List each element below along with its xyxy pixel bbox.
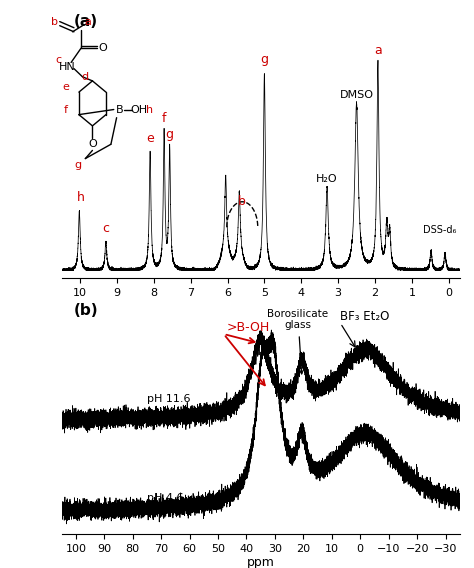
Text: O: O xyxy=(98,43,107,53)
Text: H₂O: H₂O xyxy=(316,174,338,184)
Text: B: B xyxy=(116,105,123,115)
Text: OH: OH xyxy=(131,105,148,115)
Text: >B-OH: >B-OH xyxy=(227,321,270,334)
Text: a: a xyxy=(85,16,91,27)
Text: g: g xyxy=(165,128,173,141)
Text: h: h xyxy=(77,191,85,204)
Text: f: f xyxy=(64,105,67,115)
Text: DSS-d₆: DSS-d₆ xyxy=(423,225,456,235)
Text: c: c xyxy=(102,222,109,235)
Text: b: b xyxy=(51,16,57,27)
Text: HN: HN xyxy=(58,61,75,72)
Text: a: a xyxy=(374,44,382,56)
Text: c: c xyxy=(55,56,61,65)
Text: (a): (a) xyxy=(73,14,98,29)
X-axis label: ppm: ppm xyxy=(247,301,274,314)
Text: O: O xyxy=(88,139,97,149)
Text: DMSO: DMSO xyxy=(339,90,374,100)
Text: g: g xyxy=(260,53,268,66)
X-axis label: ppm: ppm xyxy=(247,557,274,568)
Text: d: d xyxy=(82,72,89,82)
Text: e: e xyxy=(146,132,154,145)
Text: b: b xyxy=(238,195,246,208)
Text: BF₃ Et₂O: BF₃ Et₂O xyxy=(340,310,390,323)
Text: e: e xyxy=(62,82,69,92)
Text: pH 11.6: pH 11.6 xyxy=(147,394,191,404)
Text: Borosilicate
glass: Borosilicate glass xyxy=(267,309,328,331)
Text: h: h xyxy=(146,105,153,115)
Text: (b): (b) xyxy=(73,303,98,319)
Text: g: g xyxy=(74,160,82,170)
Text: f: f xyxy=(162,112,166,125)
Text: pH 4.6: pH 4.6 xyxy=(147,493,183,503)
